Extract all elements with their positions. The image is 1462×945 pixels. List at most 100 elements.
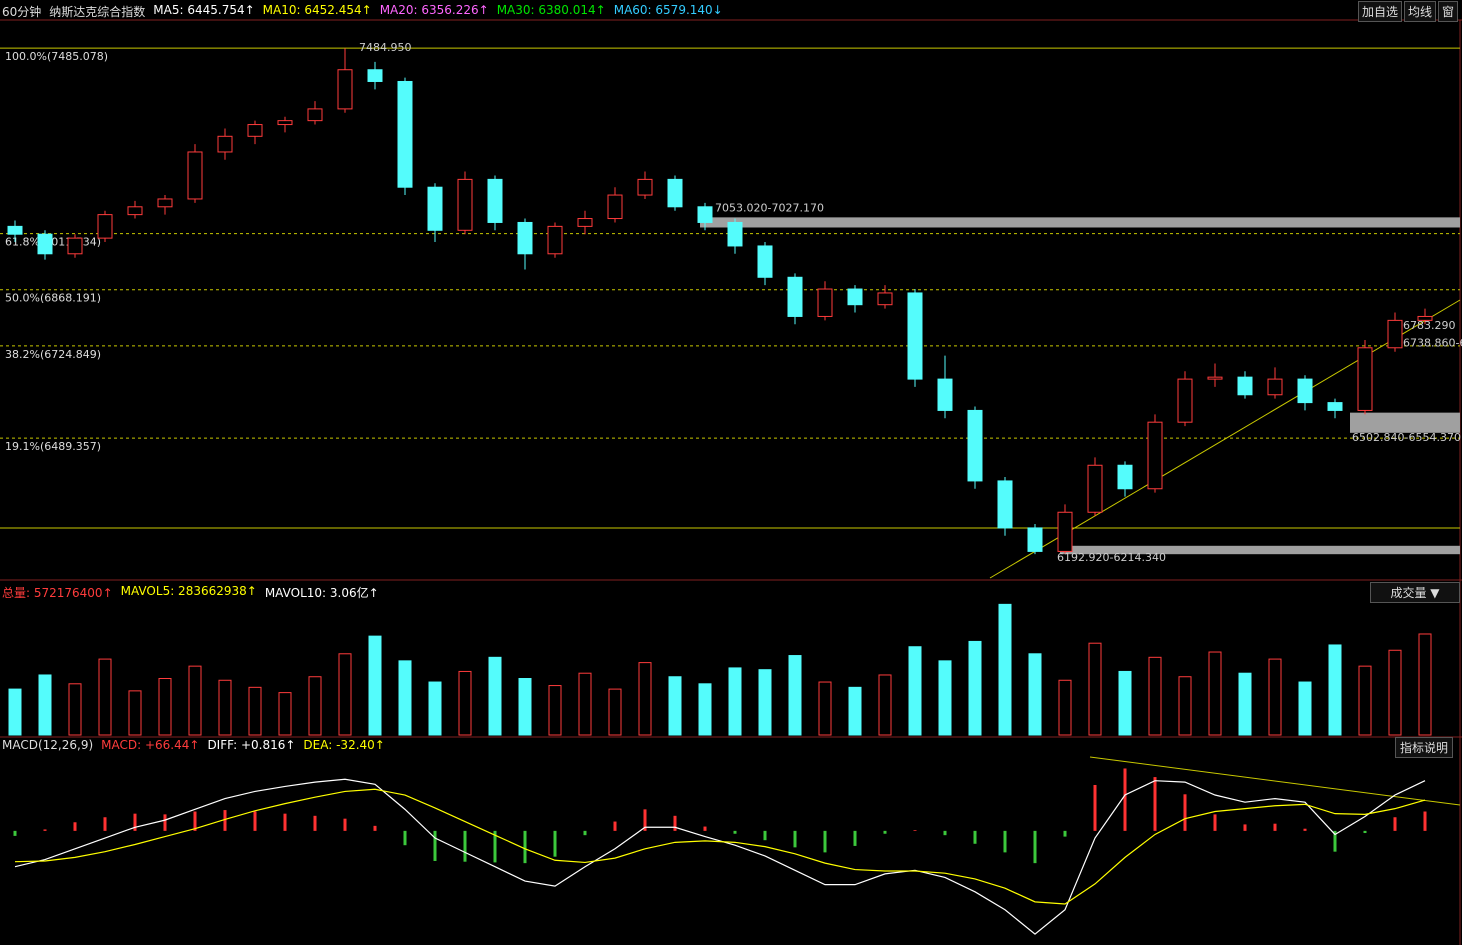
volume-bar	[1148, 656, 1162, 736]
candle-body	[1297, 378, 1313, 404]
macd-bar	[313, 815, 317, 831]
candle-body	[697, 206, 713, 223]
candle-body	[187, 151, 203, 200]
macd-bar	[1273, 823, 1277, 831]
volume-bar	[1208, 651, 1222, 736]
toolbar-button[interactable]: 加自选	[1357, 1, 1402, 22]
candle-body	[457, 178, 473, 231]
trend-line	[1089, 756, 1461, 806]
header-item: MAVOL10: 3.06亿↑	[264, 586, 379, 600]
volume-selector[interactable]: 成交量 ▼	[1370, 582, 1460, 603]
candle-body	[577, 218, 593, 227]
volume-bar	[398, 660, 412, 736]
zone-label: 7053.020-7027.170	[715, 201, 824, 214]
candle-body	[367, 69, 383, 82]
candle-body	[667, 178, 683, 208]
volume-bar	[1418, 633, 1432, 736]
header-item: 纳斯达克综合指数	[49, 5, 146, 19]
volume-bar	[518, 678, 532, 736]
volume-bar	[338, 653, 352, 736]
header-item: MA10: 6452.454↑	[262, 3, 372, 17]
volume-bar	[188, 665, 202, 736]
volume-bar	[788, 655, 802, 736]
macd-bar	[1153, 777, 1157, 831]
candle-body	[877, 292, 893, 306]
candle-body	[127, 206, 143, 216]
candle-body	[1207, 376, 1223, 380]
candle-body	[1237, 376, 1253, 396]
macd-bar	[1333, 830, 1337, 852]
indicator-help[interactable]: 指标说明	[1395, 737, 1454, 758]
volume-bar	[278, 692, 292, 736]
candle-body	[427, 186, 443, 231]
candle-body	[247, 124, 263, 137]
macd-bar	[1363, 830, 1367, 834]
macd-bar	[133, 813, 137, 831]
macd-bar	[733, 830, 737, 834]
macd-bar	[1303, 828, 1307, 831]
fib-label: 19.1%(6489.357)	[5, 440, 101, 453]
header-item: DIFF: +0.816↑	[207, 738, 296, 752]
volume-bar	[68, 683, 82, 736]
macd-header: MACD(12,26,9) MACD: +66.44↑ DIFF: +0.816↑ D…	[2, 738, 385, 752]
header-item: MA60: 6579.140↓	[613, 3, 723, 17]
volume-bar	[968, 640, 982, 736]
candle-body	[1417, 315, 1433, 321]
candle-body	[1357, 347, 1373, 411]
volume-bar	[1388, 649, 1402, 736]
candle-body	[487, 178, 503, 223]
macd-bar	[1213, 814, 1217, 831]
selector-label: 成交量	[1390, 586, 1427, 600]
toolbar-button[interactable]: 窗	[1437, 1, 1458, 22]
candle-body	[967, 409, 983, 482]
macd-bar	[943, 830, 947, 836]
candle-body	[97, 214, 113, 239]
candle-body	[787, 276, 803, 317]
volume-bar	[1178, 676, 1192, 736]
price-zone	[1060, 545, 1460, 555]
toolbar-button[interactable]: 均线	[1403, 1, 1436, 22]
fib-label: 100.0%(7485.078)	[5, 50, 108, 63]
volume-bar	[698, 683, 712, 736]
volume-bar	[248, 686, 262, 736]
volume-bar	[938, 660, 952, 736]
volume-bar	[1238, 672, 1252, 736]
volume-bar	[1118, 670, 1132, 736]
price-header: 60分钟 纳斯达克综合指数 MA5: 6445.754↑ MA10: 6452.454…	[2, 3, 723, 20]
macd-bar	[1183, 794, 1187, 831]
fib-label: 38.2%(6724.849)	[5, 348, 101, 361]
macd-bar	[43, 829, 47, 831]
header-item: MACD: +66.44↑	[101, 738, 200, 752]
macd-bar	[1423, 811, 1427, 831]
candle-body	[1177, 378, 1193, 423]
header-item: MA5: 6445.754↑	[153, 3, 255, 17]
candle-body	[1267, 378, 1283, 396]
candle-body	[997, 480, 1013, 529]
volume-bar	[1088, 642, 1102, 736]
candle-body	[1087, 464, 1103, 513]
volume-header: 总量: 572176400↑ MAVOL5: 283662938↑ MAVOL10:…	[2, 584, 379, 601]
volume-bar	[128, 690, 142, 736]
macd-bar	[13, 830, 17, 836]
candle-body	[727, 221, 743, 247]
macd-bar	[373, 825, 377, 831]
header-item: DEA: -32.40↑	[303, 738, 385, 752]
diff-line	[14, 778, 1426, 935]
volume-bar	[548, 685, 562, 736]
fib-label: 50.0%(6868.191)	[5, 292, 101, 305]
volume-bar	[668, 676, 682, 736]
volume-bar	[308, 676, 322, 736]
candle-body	[67, 237, 83, 255]
macd-bar	[1243, 824, 1247, 831]
candle-body	[547, 225, 563, 255]
volume-bar	[1328, 644, 1342, 736]
volume-bar	[428, 681, 442, 736]
macd-bar	[1393, 817, 1397, 831]
macd-bar	[193, 811, 197, 831]
macd-bar	[1063, 830, 1067, 837]
macd-bar	[913, 830, 917, 831]
volume-bar	[368, 635, 382, 736]
candle-body	[397, 80, 413, 188]
candle-body	[937, 378, 953, 411]
macd-bar	[283, 813, 287, 831]
